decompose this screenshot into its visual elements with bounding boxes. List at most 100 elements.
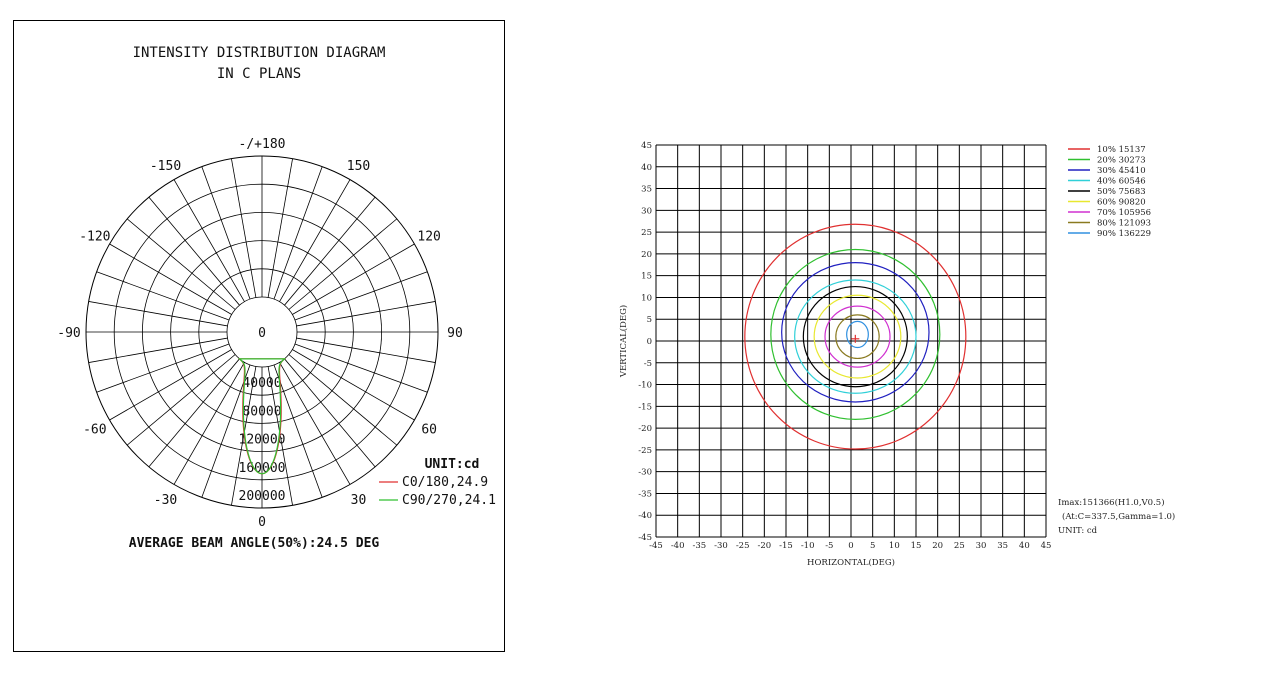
polar-spoke [284, 358, 376, 468]
iso-contour [824, 305, 891, 368]
polar-spoke [288, 218, 398, 310]
polar-spoke [88, 337, 228, 363]
iso-x-tick: 20 [932, 541, 943, 551]
polar-spoke [173, 362, 245, 485]
iso-x-tick: 25 [954, 541, 965, 551]
iso-legend-label: 30% 45410 [1097, 166, 1146, 176]
polar-subtitle: IN C PLANS [216, 66, 302, 82]
polar-spoke [279, 179, 351, 302]
iso-y-tick: -30 [638, 468, 652, 478]
polar-spoke [109, 243, 232, 315]
polar-radial-tick: 200000 [239, 489, 286, 504]
iso-x-tick: 40 [1019, 541, 1030, 551]
iso-legend-label: 20% 30273 [1097, 156, 1146, 166]
iso-contour [770, 248, 941, 420]
iso-y-tick: 45 [641, 141, 652, 151]
iso-y-tick: 5 [647, 315, 652, 325]
iso-legend-label: 10% 15137 [1097, 145, 1146, 155]
polar-spoke [292, 349, 415, 421]
iso-legend-label: 80% 121093 [1097, 219, 1151, 229]
polar-spoke [201, 166, 251, 300]
polar-spoke [273, 166, 323, 300]
polar-legend-label: C0/180,24.9 [402, 475, 488, 490]
iso-y-tick: -45 [638, 533, 652, 543]
polar-spoke [201, 364, 251, 498]
iso-x-tick: -10 [801, 541, 815, 551]
polar-spoke [279, 362, 351, 485]
polar-spoke [148, 358, 240, 468]
polar-radial-tick: 40000 [242, 376, 281, 391]
polar-spoke [88, 301, 228, 327]
iso-x-tick: -35 [692, 541, 706, 551]
iso-info-text: (At:C=337.5,Gamma=1.0) [1062, 511, 1175, 522]
iso-contour [813, 294, 902, 379]
polar-spoke [294, 271, 428, 321]
iso-y-tick: -35 [638, 489, 652, 499]
polar-spoke [296, 301, 436, 327]
polar-spoke [109, 349, 232, 421]
polar-angle-label: 90 [447, 326, 463, 341]
iso-contour [744, 223, 967, 450]
iso-y-tick: -15 [638, 402, 652, 412]
polar-spoke [126, 218, 236, 310]
polar-spoke [296, 337, 436, 363]
polar-spoke [231, 366, 257, 506]
polar-angle-label: -150 [150, 159, 181, 174]
polar-angle-label: 60 [421, 423, 437, 438]
iso-info-text: Imax:151366(H1.0,V0.5) [1058, 497, 1165, 508]
iso-contour [846, 320, 869, 349]
iso-y-label: VERTICAL(DEG) [618, 305, 629, 378]
polar-spoke [173, 179, 245, 302]
iso-x-tick: 10 [889, 541, 900, 551]
iso-legend-label: 50% 75683 [1097, 187, 1146, 197]
iso-x-tick: -15 [779, 541, 793, 551]
iso-contour [781, 262, 930, 403]
iso-y-tick: 10 [641, 293, 652, 303]
iso-x-tick: -20 [757, 541, 771, 551]
iso-x-tick: -25 [736, 541, 750, 551]
polar-angle-label: 30 [351, 493, 367, 508]
iso-y-tick: 30 [641, 206, 652, 216]
polar-chart: -/+180 -150 150 -120 120 -90 90 -60 60 -30 30 0 0 400… [57, 137, 496, 551]
polar-radial-tick: 160000 [239, 461, 286, 476]
polar-unit-label: UNIT:cd [425, 457, 480, 472]
iso-y-tick: -10 [638, 381, 652, 391]
iso-x-tick: -45 [649, 541, 663, 551]
iso-y-tick: -40 [638, 511, 652, 521]
iso-y-tick: 25 [641, 228, 652, 238]
polar-angle-label: -60 [83, 423, 106, 438]
polar-angle-label: -30 [154, 493, 177, 508]
isolux-chart: -45-45-40-40-35-35-30-30-25-25-20-20-15-… [618, 141, 1175, 568]
iso-y-tick: 35 [641, 185, 652, 195]
polar-angle-label: -/+180 [239, 137, 286, 152]
polar-panel: INTENSITY DISTRIBUTION DIAGRAM IN C PLAN… [13, 20, 505, 652]
iso-y-tick: -25 [638, 446, 652, 456]
polar-angle-label: -120 [79, 230, 110, 245]
iso-x-tick: 45 [1041, 541, 1052, 551]
iso-y-tick: -20 [638, 424, 652, 434]
iso-info-text: UNIT: cd [1058, 526, 1098, 536]
iso-legend-label: 90% 136229 [1097, 229, 1151, 239]
iso-y-tick: -5 [644, 359, 652, 369]
polar-spoke [294, 343, 428, 393]
polar-spoke [292, 243, 415, 315]
iso-x-tick: -40 [671, 541, 685, 551]
polar-spoke [284, 196, 376, 306]
polar-spoke [148, 196, 240, 306]
iso-x-label: HORIZONTAL(DEG) [807, 557, 895, 568]
iso-y-tick: 20 [641, 250, 652, 260]
polar-spoke [273, 364, 323, 498]
iso-x-tick: 5 [870, 541, 875, 551]
polar-angle-label: 150 [347, 159, 370, 174]
polar-title: INTENSITY DISTRIBUTION DIAGRAM [132, 45, 386, 61]
polar-spoke [96, 271, 230, 321]
iso-contour [835, 314, 880, 360]
polar-radial-tick: 120000 [239, 433, 286, 448]
iso-x-tick: 15 [911, 541, 922, 551]
polar-spoke [96, 343, 230, 393]
polar-angle-label: 120 [417, 230, 440, 245]
iso-contour [802, 285, 908, 388]
iso-x-tick: 0 [848, 541, 853, 551]
iso-x-tick: -5 [825, 541, 833, 551]
iso-x-tick: -30 [714, 541, 728, 551]
